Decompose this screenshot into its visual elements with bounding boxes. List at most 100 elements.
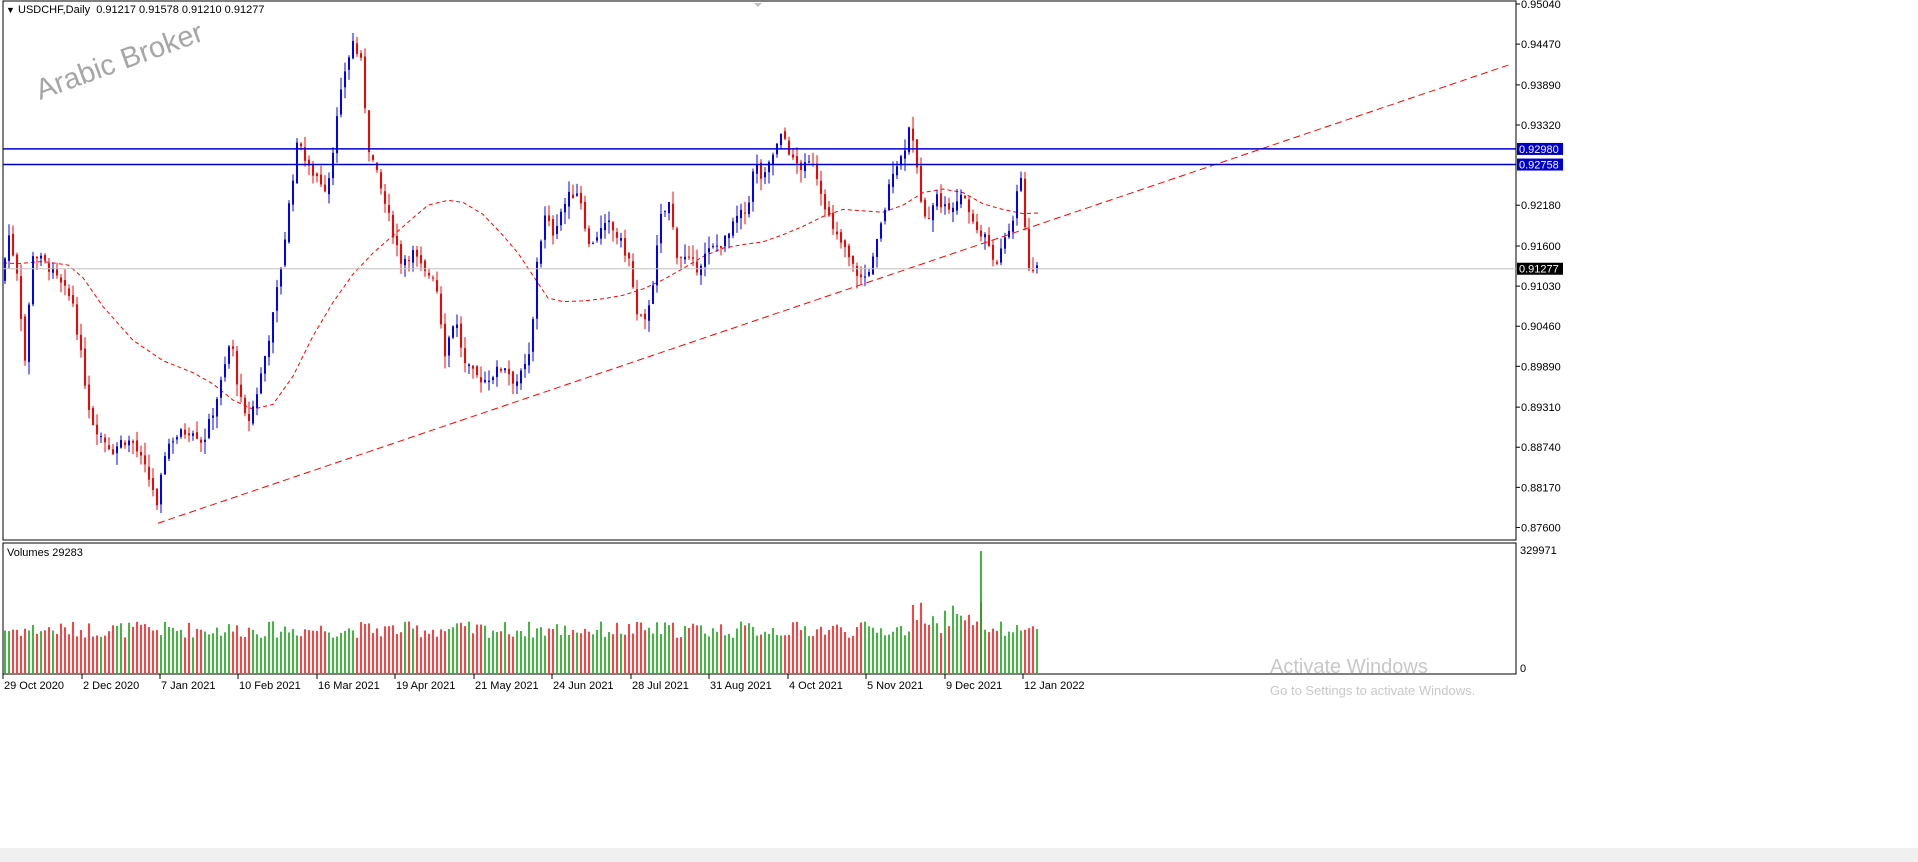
candle-body [216, 398, 218, 417]
x-tick-label: 9 Dec 2021 [946, 680, 1002, 692]
candle-body [788, 140, 790, 155]
candle-body [184, 429, 186, 435]
candle-body [64, 280, 66, 286]
candle-body [992, 244, 994, 260]
candle-body [1008, 230, 1010, 238]
candle-body [428, 272, 430, 276]
x-tick-label: 28 Jul 2021 [632, 680, 689, 692]
candle-body [880, 223, 882, 239]
candle-body [664, 210, 666, 212]
candle-body [836, 231, 838, 235]
candle-body [144, 455, 146, 465]
candle-body [36, 256, 38, 259]
candle-body [736, 215, 738, 223]
candle-body [20, 276, 22, 319]
candle-body [32, 256, 34, 305]
candle-body [260, 373, 262, 394]
candle-body [532, 319, 534, 352]
candle-body [540, 241, 542, 264]
volume-scale-max: 329971 [1520, 545, 1557, 557]
candle-body [24, 316, 26, 361]
candle-body [608, 220, 610, 223]
candle-body [1012, 220, 1014, 232]
candle-body [364, 56, 366, 109]
candle-body [800, 162, 802, 171]
candle-body [984, 234, 986, 238]
candle-body [388, 204, 390, 213]
x-tick-label: 19 Apr 2021 [396, 680, 455, 692]
candle-body [324, 184, 326, 192]
candle-body [304, 147, 306, 161]
resistance-price-label: 0.92980 [1519, 144, 1559, 156]
candle-body [640, 314, 642, 316]
candle-body [408, 260, 410, 262]
candle-body [16, 254, 18, 274]
candle-body [916, 139, 918, 168]
candle-body [492, 377, 494, 381]
candle-body [396, 235, 398, 246]
candle-body [680, 256, 682, 258]
candle-body [944, 204, 946, 207]
candle-body [856, 265, 858, 276]
candle-body [308, 159, 310, 166]
candle-body [292, 180, 294, 205]
candle-body [152, 478, 154, 490]
candle-body [828, 207, 830, 216]
candle-body [852, 255, 854, 264]
y-tick-label: 0.91600 [1521, 241, 1561, 253]
x-tick-label: 5 Nov 2021 [867, 680, 923, 692]
candle-body [356, 43, 358, 54]
candle-body [924, 199, 926, 217]
candle-body [424, 260, 426, 271]
scroll-marker-icon[interactable] [754, 3, 762, 7]
candle-body [792, 154, 794, 158]
candle-body [848, 245, 850, 258]
y-tick-label: 0.93320 [1521, 120, 1561, 132]
candle-body [696, 261, 698, 273]
candle-body [448, 337, 450, 356]
candle-body [1024, 178, 1026, 228]
resistance-price-tag [1517, 142, 1563, 155]
candle-body [280, 267, 282, 287]
candle-body [872, 256, 874, 275]
candle-body [432, 277, 434, 279]
header-arrow-icon[interactable]: ▼ [6, 5, 15, 15]
candle-body [76, 304, 78, 335]
y-tick-label: 0.89890 [1521, 361, 1561, 373]
candle-body [624, 238, 626, 256]
candle-body [568, 191, 570, 207]
candle-body [208, 419, 210, 439]
candle-body [700, 265, 702, 276]
candle-body [740, 209, 742, 219]
candle-body [496, 366, 498, 378]
candle-body [320, 174, 322, 185]
bottom-tab-bar[interactable] [0, 848, 1918, 862]
candle-body [84, 348, 86, 386]
candle-body [772, 154, 774, 165]
candle-body [840, 232, 842, 243]
candle-body [648, 305, 650, 321]
candle-body [352, 40, 354, 59]
candle-body [488, 380, 490, 383]
volumes-label: Volumes 29283 [7, 547, 83, 559]
candle-body [656, 245, 658, 286]
candle-body [372, 154, 374, 160]
candle-body [752, 171, 754, 202]
candle-body [376, 162, 378, 171]
current-price-tag [1517, 262, 1563, 275]
candle-body [612, 222, 614, 231]
candle-body [472, 365, 474, 369]
candle-body [60, 277, 62, 283]
candle-body [796, 156, 798, 164]
candle-body [824, 193, 826, 210]
x-tick-label: 2 Dec 2020 [83, 680, 139, 692]
candle-body [964, 195, 966, 199]
candle-body [592, 243, 594, 245]
candle-body [520, 370, 522, 384]
candle-body [360, 53, 362, 58]
x-tick-label: 24 Jun 2021 [553, 680, 614, 692]
y-tick-label: 0.92180 [1521, 200, 1561, 212]
candle-body [684, 256, 686, 260]
